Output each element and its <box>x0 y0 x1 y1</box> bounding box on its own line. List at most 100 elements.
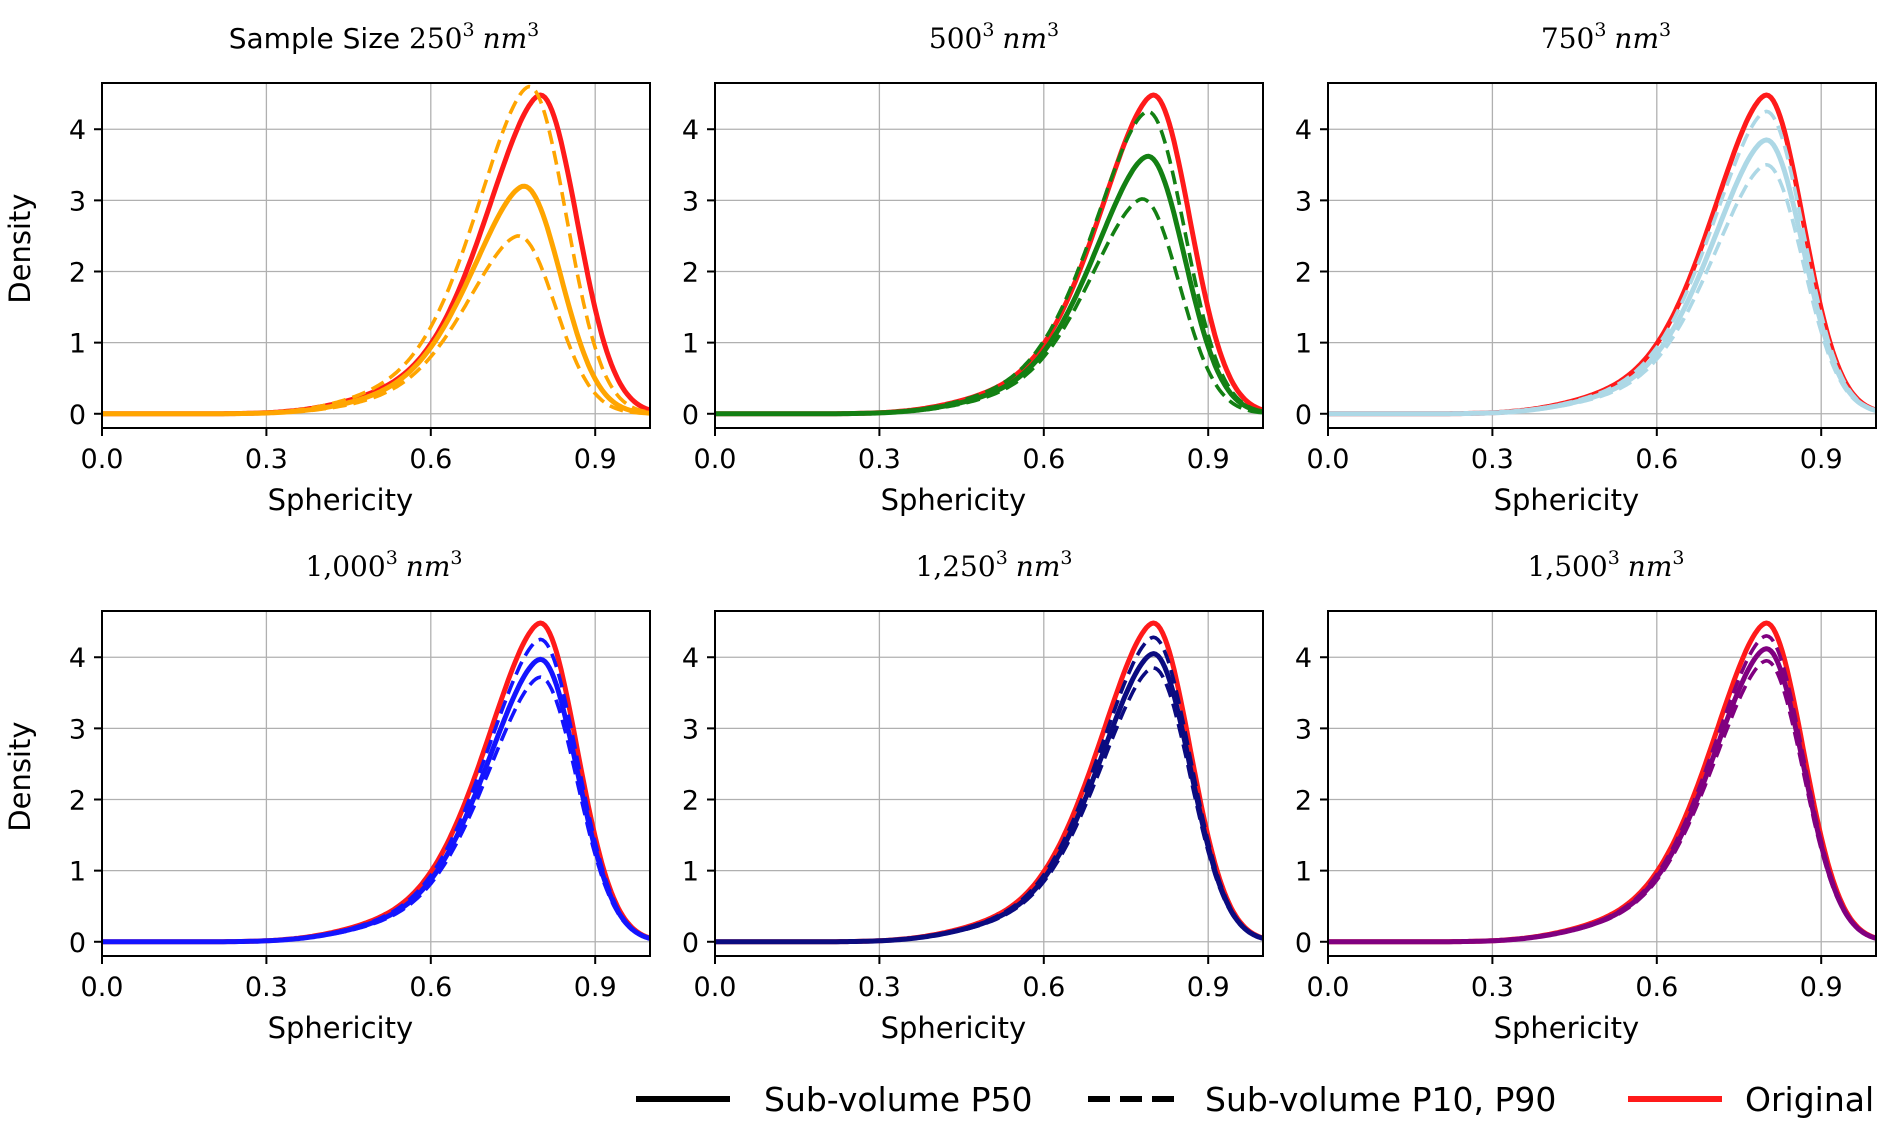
axes-frame <box>714 610 1264 957</box>
chart-title-unit: nm <box>1016 550 1061 583</box>
y-tick-label: 4 <box>1295 115 1312 146</box>
x-tick-label: 0.6 <box>1022 972 1065 1003</box>
chart-title-unit-exponent: 3 <box>1672 547 1684 569</box>
y-tick-label: 0 <box>1295 928 1312 959</box>
chart-title: Sample Size 2503 nm3 <box>229 19 540 55</box>
series-line-sub-volume-p50 <box>102 656 650 945</box>
chart-title-number: 500 <box>929 22 982 55</box>
x-axis-label: Sphericity <box>881 483 1027 517</box>
y-tick-label: 4 <box>69 643 86 674</box>
chart-title-number: 250 <box>409 22 462 55</box>
axes-frame <box>1327 82 1877 429</box>
chart-title-unit: nm <box>1002 22 1047 55</box>
chart-title: 7503 nm3 <box>1541 19 1671 55</box>
series-line-original <box>715 620 1263 945</box>
x-tick-label: 0.0 <box>694 444 737 475</box>
plot-area <box>1328 92 1876 417</box>
chart-title-unit-exponent: 3 <box>1659 19 1671 41</box>
series-line-original <box>102 92 650 417</box>
chart-title-unit: nm <box>483 22 528 55</box>
axes-frame <box>101 82 651 429</box>
x-tick-label: 0.3 <box>858 972 901 1003</box>
y-tick-label: 2 <box>69 786 86 817</box>
series-line-sub-volume-p90 <box>1328 109 1876 416</box>
legend-label-p10-p90: Sub-volume P10, P90 <box>1205 1080 1556 1119</box>
chart-title-unit: nm <box>406 550 451 583</box>
series-line-sub-volume-p90 <box>715 635 1263 944</box>
x-tick-label: 0.6 <box>1635 444 1678 475</box>
y-tick-label: 1 <box>69 857 86 888</box>
axes-frame <box>101 610 651 957</box>
x-tick-label: 0.6 <box>409 444 452 475</box>
x-tick-label: 0.9 <box>1800 972 1843 1003</box>
series-line-original <box>102 620 650 945</box>
x-tick-label: 0.0 <box>1307 972 1350 1003</box>
x-tick-label: 0.9 <box>1187 972 1230 1003</box>
y-tick-label: 4 <box>1295 643 1312 674</box>
x-tick-label: 0.0 <box>694 972 737 1003</box>
x-tick-label: 0.0 <box>1307 444 1350 475</box>
chart-title-exponent: 3 <box>386 547 398 569</box>
chart-title-unit-exponent: 3 <box>527 19 539 41</box>
y-tick-label: 3 <box>1295 714 1312 745</box>
y-tick-label: 0 <box>682 400 699 431</box>
chart-title-unit-exponent: 3 <box>1047 19 1059 41</box>
chart-title-exponent: 3 <box>982 19 994 41</box>
x-tick-label: 0.6 <box>1635 972 1678 1003</box>
y-tick-label: 0 <box>682 928 699 959</box>
x-tick-label: 0.9 <box>1800 444 1843 475</box>
y-tick-label: 3 <box>69 186 86 217</box>
x-tick-label: 0.3 <box>1471 972 1514 1003</box>
series-line-sub-volume-p50 <box>102 183 650 417</box>
y-tick-label: 0 <box>69 928 86 959</box>
y-tick-label: 1 <box>682 857 699 888</box>
chart-title-number: 1,250 <box>916 550 996 583</box>
x-axis-label: Sphericity <box>881 1011 1027 1045</box>
series-line-sub-volume-p90 <box>102 84 650 416</box>
x-tick-label: 0.3 <box>858 444 901 475</box>
y-tick-label: 4 <box>682 643 699 674</box>
plot-area <box>102 620 650 945</box>
plot-area <box>102 84 650 417</box>
chart-title-exponent: 3 <box>1608 547 1620 569</box>
y-tick-label: 4 <box>682 115 699 146</box>
chart-title-unit-exponent: 3 <box>1060 547 1072 569</box>
legend: Sub-volume P50 Sub-volume P10, P90 Origi… <box>636 1080 1874 1119</box>
y-axis-label: Density <box>3 193 37 303</box>
y-tick-label: 0 <box>1295 400 1312 431</box>
x-tick-label: 0.3 <box>245 444 288 475</box>
series-line-sub-volume-p90 <box>1328 634 1876 944</box>
plot-area <box>1328 620 1876 945</box>
chart-title-number: 1,000 <box>306 550 386 583</box>
y-tick-label: 3 <box>1295 186 1312 217</box>
y-tick-label: 2 <box>682 786 699 817</box>
chart-title: 5003 nm3 <box>929 19 1059 55</box>
y-tick-label: 3 <box>69 714 86 745</box>
y-tick-label: 2 <box>69 258 86 289</box>
chart-title-unit-exponent: 3 <box>450 547 462 569</box>
chart-title-exponent: 3 <box>1594 19 1606 41</box>
y-tick-label: 3 <box>682 714 699 745</box>
series-line-original <box>715 92 1263 417</box>
plot-area <box>715 92 1263 417</box>
x-tick-label: 0.6 <box>1022 444 1065 475</box>
chart-title-unit: nm <box>1614 22 1659 55</box>
y-tick-label: 2 <box>682 258 699 289</box>
y-tick-label: 2 <box>1295 258 1312 289</box>
chart-title-unit: nm <box>1628 550 1673 583</box>
x-tick-label: 0.6 <box>409 972 452 1003</box>
chart-title: 1,2503 nm3 <box>916 547 1073 583</box>
x-tick-label: 0.3 <box>1471 444 1514 475</box>
series-line-original <box>1328 620 1876 945</box>
legend-label-original: Original <box>1745 1080 1874 1119</box>
series-line-sub-volume-p50 <box>1328 646 1876 945</box>
x-axis-label: Sphericity <box>268 483 414 517</box>
x-tick-label: 0.0 <box>81 972 124 1003</box>
chart-title-number: 750 <box>1541 22 1594 55</box>
plot-area <box>715 620 1263 945</box>
